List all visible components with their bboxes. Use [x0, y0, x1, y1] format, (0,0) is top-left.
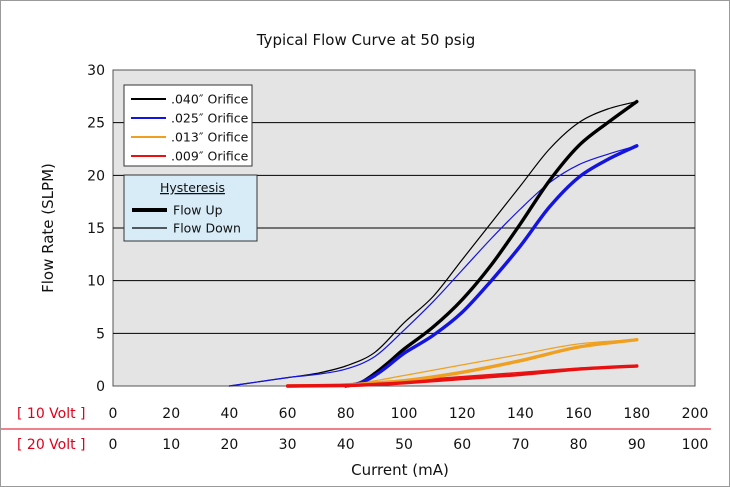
chart-title: Typical Flow Curve at 50 psig [256, 31, 476, 49]
legend-label-flow-up: Flow Up [173, 203, 223, 218]
x-tick-label-10v: 140 [507, 406, 534, 422]
hysteresis-legend: Hysteresis Flow Up Flow Down [123, 174, 258, 242]
x-tick-label-20v: 90 [628, 437, 646, 453]
curve-040-orifice-flow-up [344, 99, 639, 388]
x-tick-label-20v: 60 [453, 437, 471, 453]
x-tick-label-20v: 70 [511, 437, 529, 453]
y-tick-labels: 0 5 10 15 20 25 30 [87, 63, 105, 395]
x-tick-labels-20-volt: 0 10 20 30 40 50 60 70 80 90 100 [109, 437, 709, 453]
x-tick-label-10v: 120 [449, 406, 476, 422]
y-axis-label: Flow Rate (SLPM) [39, 163, 57, 293]
curve-009-orifice-flow-up [285, 364, 639, 388]
x-tick-label-20v: 50 [395, 437, 413, 453]
scale-label-20-volt: [ 20 Volt ] [17, 437, 86, 453]
x-tick-label-20v: 20 [220, 437, 238, 453]
y-tick-label: 30 [87, 63, 105, 79]
hysteresis-legend-title: Hysteresis [160, 180, 225, 195]
x-tick-label-10v: 0 [109, 406, 118, 422]
orifice-legend: .040″ Orifice .025″ Orifice .013″ Orifice.… [123, 84, 253, 167]
y-tick-label: 5 [96, 326, 105, 342]
x-tick-label-20v: 30 [279, 437, 297, 453]
x-tick-label-20v: 100 [682, 437, 709, 453]
curve-025-orifice-flow-up [344, 144, 639, 388]
x-tick-label-10v: 180 [623, 406, 650, 422]
orifice-legend-box [123, 84, 253, 167]
legend-label-025-orifice: .025″ Orifice [171, 111, 249, 126]
x-tick-label-10v: 160 [565, 406, 592, 422]
x-tick-labels-10-volt: 0 20 40 60 80 100 120 140 160 180 200 [109, 406, 709, 422]
x-tick-label-10v: 80 [337, 406, 355, 422]
x-tick-label-20v: 40 [337, 437, 355, 453]
y-tick-label: 25 [87, 116, 105, 132]
x-tick-label-10v: 20 [162, 406, 180, 422]
legend-label-013-orifice: .013″ Orifice [171, 130, 249, 145]
x-axis-label: Current (mA) [351, 461, 449, 479]
y-tick-label: 0 [96, 379, 105, 395]
x-tick-label-10v: 200 [682, 406, 709, 422]
x-tick-label-20v: 10 [162, 437, 180, 453]
y-tick-label: 20 [87, 168, 105, 184]
legend-label-040-orifice: .040″ Orifice [171, 92, 249, 107]
y-tick-label: 10 [87, 274, 105, 290]
legend-label-009-orifice: .009″ Orifice [171, 149, 249, 164]
scale-label-10-volt: [ 10 Volt ] [17, 406, 86, 422]
curves [228, 99, 639, 388]
x-tick-label-10v: 40 [220, 406, 238, 422]
x-tick-label-10v: 60 [279, 406, 297, 422]
y-tick-label: 15 [87, 221, 105, 237]
x-tick-label-20v: 0 [109, 437, 118, 453]
legend-label-flow-down: Flow Down [173, 221, 241, 236]
curve-025-orifice-flow-down [228, 145, 638, 387]
x-tick-label-10v: 100 [391, 406, 418, 422]
x-tick-label-20v: 80 [570, 437, 588, 453]
